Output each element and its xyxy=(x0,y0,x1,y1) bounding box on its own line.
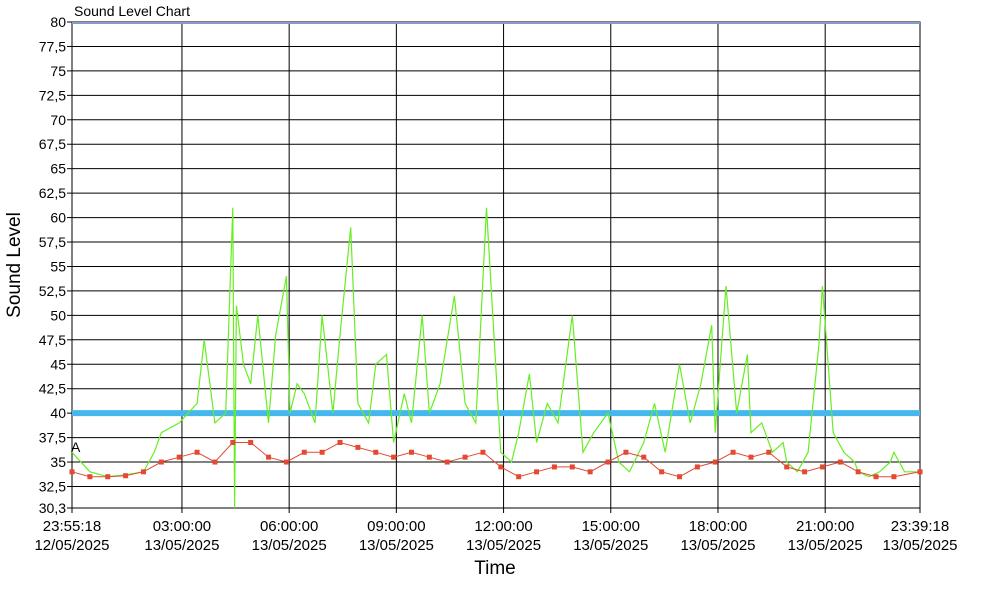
x-tick-label-time: 23:39:18 xyxy=(891,518,949,535)
x-tick-label-time: 09:00:00 xyxy=(367,518,425,535)
y-tick-label: 70 xyxy=(50,112,66,128)
level-point xyxy=(158,459,164,465)
level-point xyxy=(623,449,629,455)
chart-title: Sound Level Chart xyxy=(74,3,190,19)
level-point xyxy=(917,469,923,475)
level-point xyxy=(534,469,540,475)
y-tick-label: 40 xyxy=(50,405,66,421)
level-point xyxy=(819,464,825,470)
level-point xyxy=(730,449,736,455)
axis-layer: 80 77,5 75 72,5 70 67,5 65 62,5 60 57,5 55 52,5 50 47… xyxy=(34,14,957,554)
level-point xyxy=(694,464,700,470)
level-point xyxy=(712,459,718,465)
y-tick-label: 52,5 xyxy=(39,283,66,299)
level-point xyxy=(194,449,200,455)
level-point xyxy=(605,459,611,465)
level-point xyxy=(480,449,486,455)
level-point xyxy=(891,474,897,480)
series-layer xyxy=(69,22,923,509)
level-point xyxy=(587,469,593,475)
x-tick-label-time: 15:00:00 xyxy=(582,518,640,535)
x-tick-label-date: 12/05/2025 xyxy=(34,537,109,554)
level-point xyxy=(408,449,414,455)
level-point xyxy=(766,449,772,455)
level-point xyxy=(301,449,307,455)
level-point xyxy=(784,464,790,470)
level-point xyxy=(677,474,683,480)
y-tick-label: 32,5 xyxy=(39,478,66,494)
y-tick-label: 57,5 xyxy=(39,234,66,250)
y-tick-label: 50 xyxy=(50,307,66,323)
level-point xyxy=(87,474,93,480)
level-point xyxy=(426,454,432,460)
level-point xyxy=(319,449,325,455)
y-tick-label: 65 xyxy=(50,161,66,177)
x-tick-label-date: 13/05/2025 xyxy=(144,537,219,554)
level-point xyxy=(391,454,397,460)
x-tick-label-date: 13/05/2025 xyxy=(359,537,434,554)
level-point xyxy=(498,464,504,470)
x-tick-label-time: 18:00:00 xyxy=(689,518,747,535)
peak-series-line xyxy=(71,207,920,509)
x-tick-label-date: 13/05/2025 xyxy=(680,537,755,554)
x-tick-label-time: 06:00:00 xyxy=(260,518,318,535)
level-point xyxy=(212,459,218,465)
level-point xyxy=(802,469,808,475)
y-tick-label: 60 xyxy=(50,210,66,226)
x-tick-label-date: 13/05/2025 xyxy=(788,537,863,554)
level-point xyxy=(748,454,754,460)
level-point xyxy=(462,454,468,460)
y-tick-label: 77,5 xyxy=(39,38,66,54)
level-point xyxy=(105,474,111,480)
level-point xyxy=(444,459,450,465)
y-tick-label: 62,5 xyxy=(39,185,66,201)
y-tick-label: 72,5 xyxy=(39,87,66,103)
x-tick-label-date: 13/05/2025 xyxy=(252,537,327,554)
x-tick-label-time: 23:55:18 xyxy=(43,518,101,535)
y-tick-label: 35 xyxy=(50,454,66,470)
level-point xyxy=(69,469,75,475)
y-tick-label: 45 xyxy=(50,356,66,372)
level-point xyxy=(355,444,361,450)
x-tick-label-date: 13/05/2025 xyxy=(573,537,648,554)
level-point xyxy=(837,459,843,465)
x-axis-title: Time xyxy=(474,558,516,579)
y-axis-title: Sound Level xyxy=(4,212,25,318)
level-point xyxy=(283,459,289,465)
level-point xyxy=(641,454,647,460)
level-point xyxy=(569,464,575,470)
y-tick-label: 75 xyxy=(50,63,66,79)
level-point xyxy=(551,464,557,470)
level-point xyxy=(230,439,236,445)
grid xyxy=(71,21,921,513)
x-tick-label-date: 13/05/2025 xyxy=(466,537,541,554)
level-point xyxy=(140,469,146,475)
level-point xyxy=(873,474,879,480)
x-tick-label-time: 21:00:00 xyxy=(796,518,854,535)
level-series-line xyxy=(71,441,921,478)
level-point xyxy=(516,474,522,480)
x-tick-label-date: 13/05/2025 xyxy=(882,537,957,554)
level-point xyxy=(266,454,272,460)
y-tick-label: 80 xyxy=(50,14,66,30)
level-point xyxy=(855,469,861,475)
level-point xyxy=(248,439,254,445)
marker-label: A xyxy=(71,439,81,455)
y-tick-label: 30,3 xyxy=(39,500,66,516)
x-tick-label-time: 12:00:00 xyxy=(474,518,532,535)
x-tick-label-time: 03:00:00 xyxy=(153,518,211,535)
y-tick-label: 37,5 xyxy=(39,430,66,446)
level-point xyxy=(659,469,665,475)
level-point xyxy=(337,439,343,445)
level-point xyxy=(373,449,379,455)
y-tick-label: 55 xyxy=(50,258,66,274)
y-tick-label: 67,5 xyxy=(39,136,66,152)
y-tick-label: 42,5 xyxy=(39,381,66,397)
level-point xyxy=(123,473,129,479)
y-tick-label: 47,5 xyxy=(39,332,66,348)
level-point xyxy=(176,454,182,460)
